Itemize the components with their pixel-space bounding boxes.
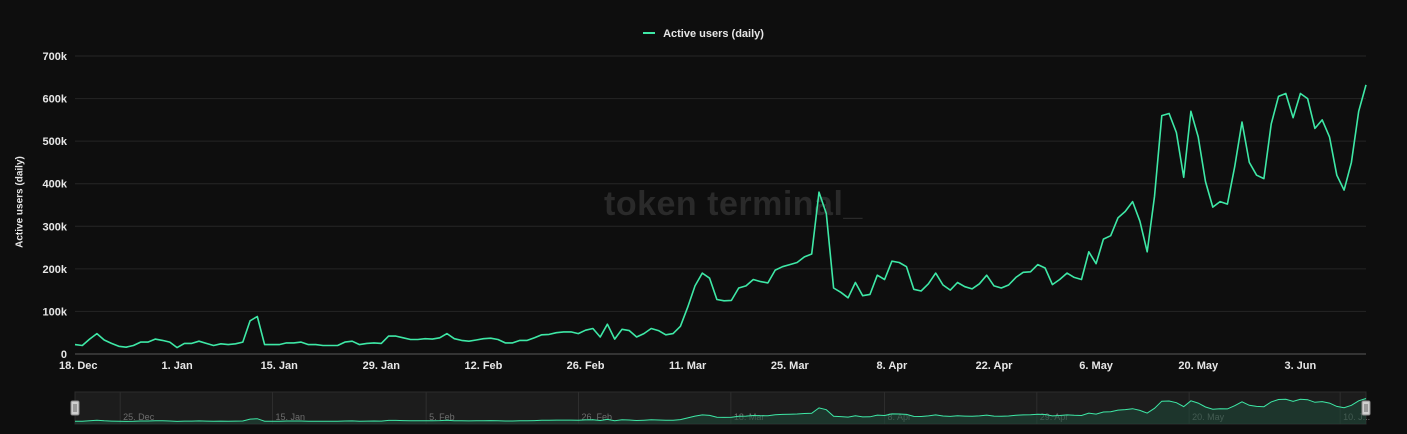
x-tick-label: 20. May — [1178, 360, 1219, 372]
navigator-tick-label: 15. Jan — [276, 412, 306, 422]
navigator-handle-left[interactable] — [70, 400, 80, 416]
y-tick-label: 500k — [43, 136, 68, 148]
navigator-handle-right[interactable] — [1361, 400, 1371, 416]
y-tick-label: 200k — [43, 264, 68, 276]
navigator-line — [74, 398, 1367, 422]
x-tick-label: 25. Mar — [771, 360, 810, 372]
y-tick-label: 300k — [43, 221, 68, 233]
x-tick-label: 12. Feb — [464, 360, 502, 372]
y-tick-label: 100k — [43, 306, 68, 318]
series-line[interactable] — [74, 84, 1367, 349]
navigator-tick-label: 26. Feb — [581, 412, 612, 422]
x-tick-label: 29. Jan — [363, 360, 401, 372]
x-tick-label: 11. Mar — [669, 360, 707, 372]
x-tick-label: 22. Apr — [976, 360, 1014, 372]
x-tick-label: 1. Jan — [162, 360, 193, 372]
x-tick-label: 26. Feb — [567, 360, 605, 372]
y-tick-label: 700k — [43, 51, 68, 63]
chart-legend[interactable]: Active users (daily) — [0, 28, 1407, 40]
watermark: token terminal_ — [604, 185, 863, 223]
navigator-tick-label: 5. Feb — [429, 412, 455, 422]
x-tick-label: 3. Jun — [1284, 360, 1316, 372]
legend-swatch — [643, 32, 656, 35]
y-tick-label: 400k — [43, 179, 68, 191]
x-tick-label: 6. May — [1079, 360, 1114, 372]
navigator-tick-label: 25. Dec — [123, 412, 155, 422]
x-tick-label: 18. Dec — [59, 360, 98, 372]
y-tick-label: 600k — [43, 94, 68, 106]
y-tick-label: 0 — [61, 349, 67, 361]
navigator-area — [75, 398, 1366, 424]
legend-label: Active users (daily) — [663, 28, 764, 40]
x-tick-label: 15. Jan — [261, 360, 299, 372]
x-tick-label: 8. Apr — [877, 360, 908, 372]
